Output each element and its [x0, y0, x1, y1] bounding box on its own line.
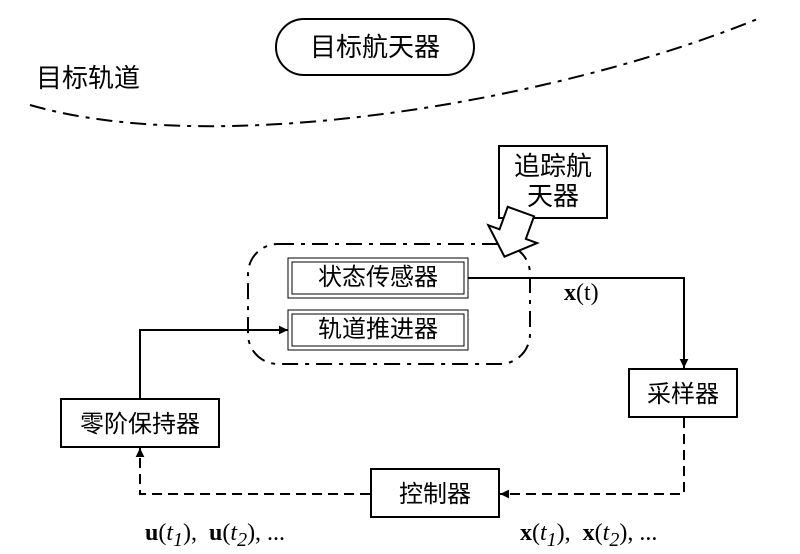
signal-xtk-label: x(t1), x(t2), ... — [520, 520, 657, 552]
edges-layer — [0, 0, 800, 554]
signal-xt-label: x(t) — [564, 280, 599, 307]
signal-utk-label: u(t1), u(t2), ... — [145, 520, 285, 552]
